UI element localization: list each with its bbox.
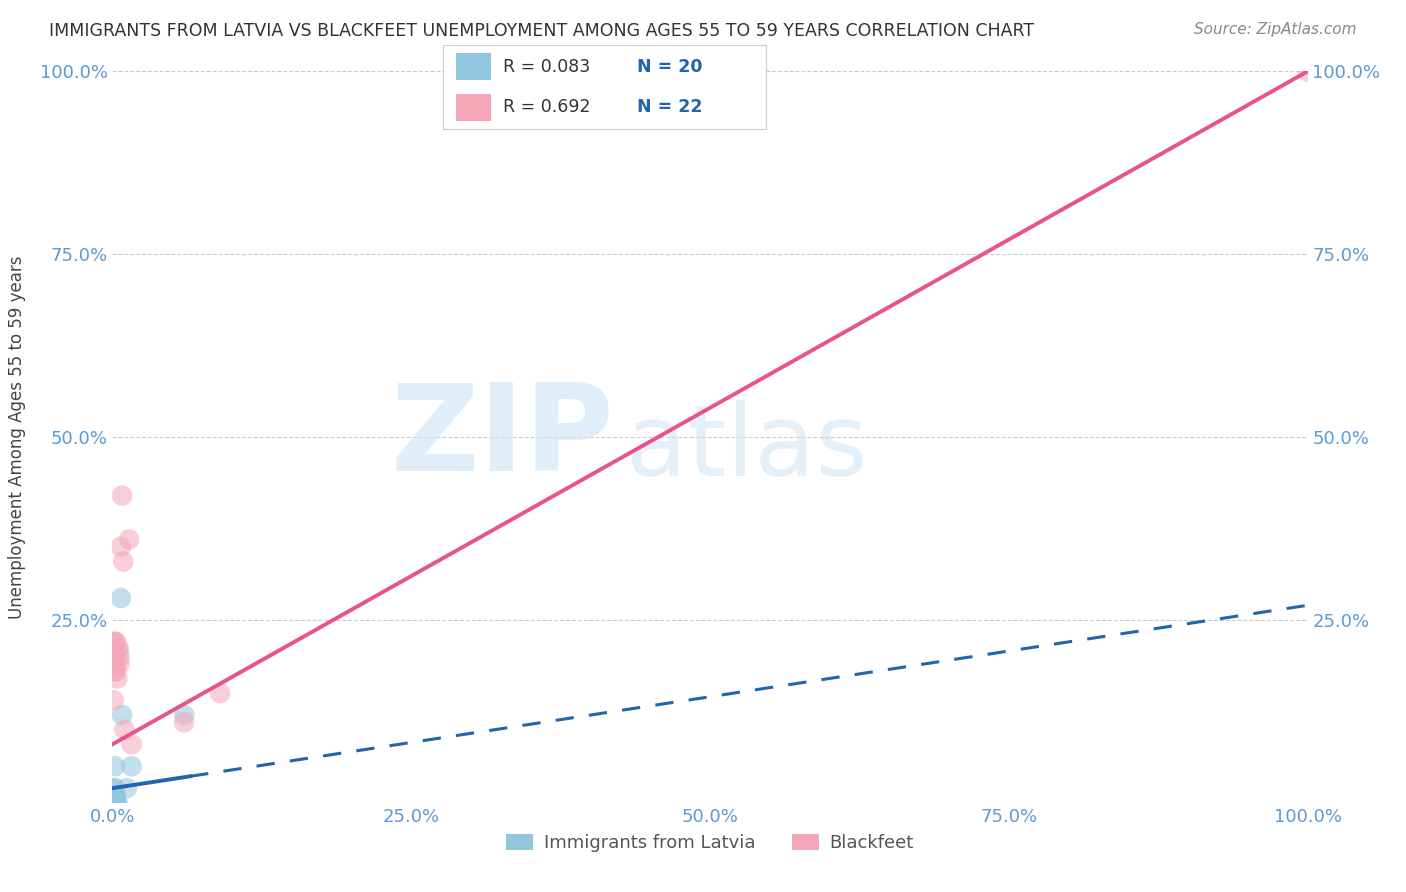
- Point: [105, 796, 128, 810]
- Point: [111, 489, 134, 503]
- Point: [104, 781, 127, 796]
- Point: [103, 789, 125, 803]
- Point: [103, 796, 125, 810]
- Point: [107, 642, 129, 657]
- Point: [103, 781, 125, 796]
- Point: [104, 796, 127, 810]
- Point: [110, 591, 132, 605]
- Point: [112, 554, 135, 568]
- Point: [111, 708, 134, 723]
- Bar: [456, 54, 492, 80]
- Point: [105, 664, 128, 678]
- Point: [1296, 64, 1319, 78]
- Text: N = 20: N = 20: [637, 58, 703, 76]
- Text: R = 0.083: R = 0.083: [503, 58, 591, 76]
- Point: [107, 642, 129, 657]
- Text: IMMIGRANTS FROM LATVIA VS BLACKFEET UNEMPLOYMENT AMONG AGES 55 TO 59 YEARS CORRE: IMMIGRANTS FROM LATVIA VS BLACKFEET UNEM…: [49, 22, 1035, 40]
- Text: ZIP: ZIP: [391, 378, 614, 496]
- Legend: Immigrants from Latvia, Blackfeet: Immigrants from Latvia, Blackfeet: [499, 827, 921, 860]
- Point: [103, 796, 125, 810]
- Point: [103, 796, 125, 810]
- Point: [104, 759, 127, 773]
- Point: [105, 657, 128, 671]
- Point: [209, 686, 232, 700]
- Point: [118, 533, 141, 547]
- Point: [103, 789, 125, 803]
- Point: [173, 708, 195, 723]
- Point: [103, 796, 125, 810]
- Point: [104, 649, 127, 664]
- Text: R = 0.692: R = 0.692: [503, 98, 591, 116]
- Point: [108, 649, 131, 664]
- Point: [173, 715, 195, 730]
- Point: [114, 723, 135, 737]
- Point: [105, 635, 128, 649]
- Point: [104, 789, 127, 803]
- Point: [105, 796, 128, 810]
- Point: [121, 737, 143, 751]
- Point: [115, 781, 138, 796]
- Text: atlas: atlas: [627, 400, 868, 497]
- Point: [104, 635, 127, 649]
- Point: [110, 540, 132, 554]
- Point: [103, 693, 125, 707]
- Text: N = 22: N = 22: [637, 98, 703, 116]
- Y-axis label: Unemployment Among Ages 55 to 59 years: Unemployment Among Ages 55 to 59 years: [7, 255, 25, 619]
- Point: [105, 672, 128, 686]
- Point: [108, 657, 131, 671]
- Bar: [456, 94, 492, 120]
- Point: [104, 664, 127, 678]
- Text: Source: ZipAtlas.com: Source: ZipAtlas.com: [1194, 22, 1357, 37]
- Point: [105, 796, 128, 810]
- Point: [105, 789, 128, 803]
- Point: [121, 759, 143, 773]
- Point: [103, 635, 125, 649]
